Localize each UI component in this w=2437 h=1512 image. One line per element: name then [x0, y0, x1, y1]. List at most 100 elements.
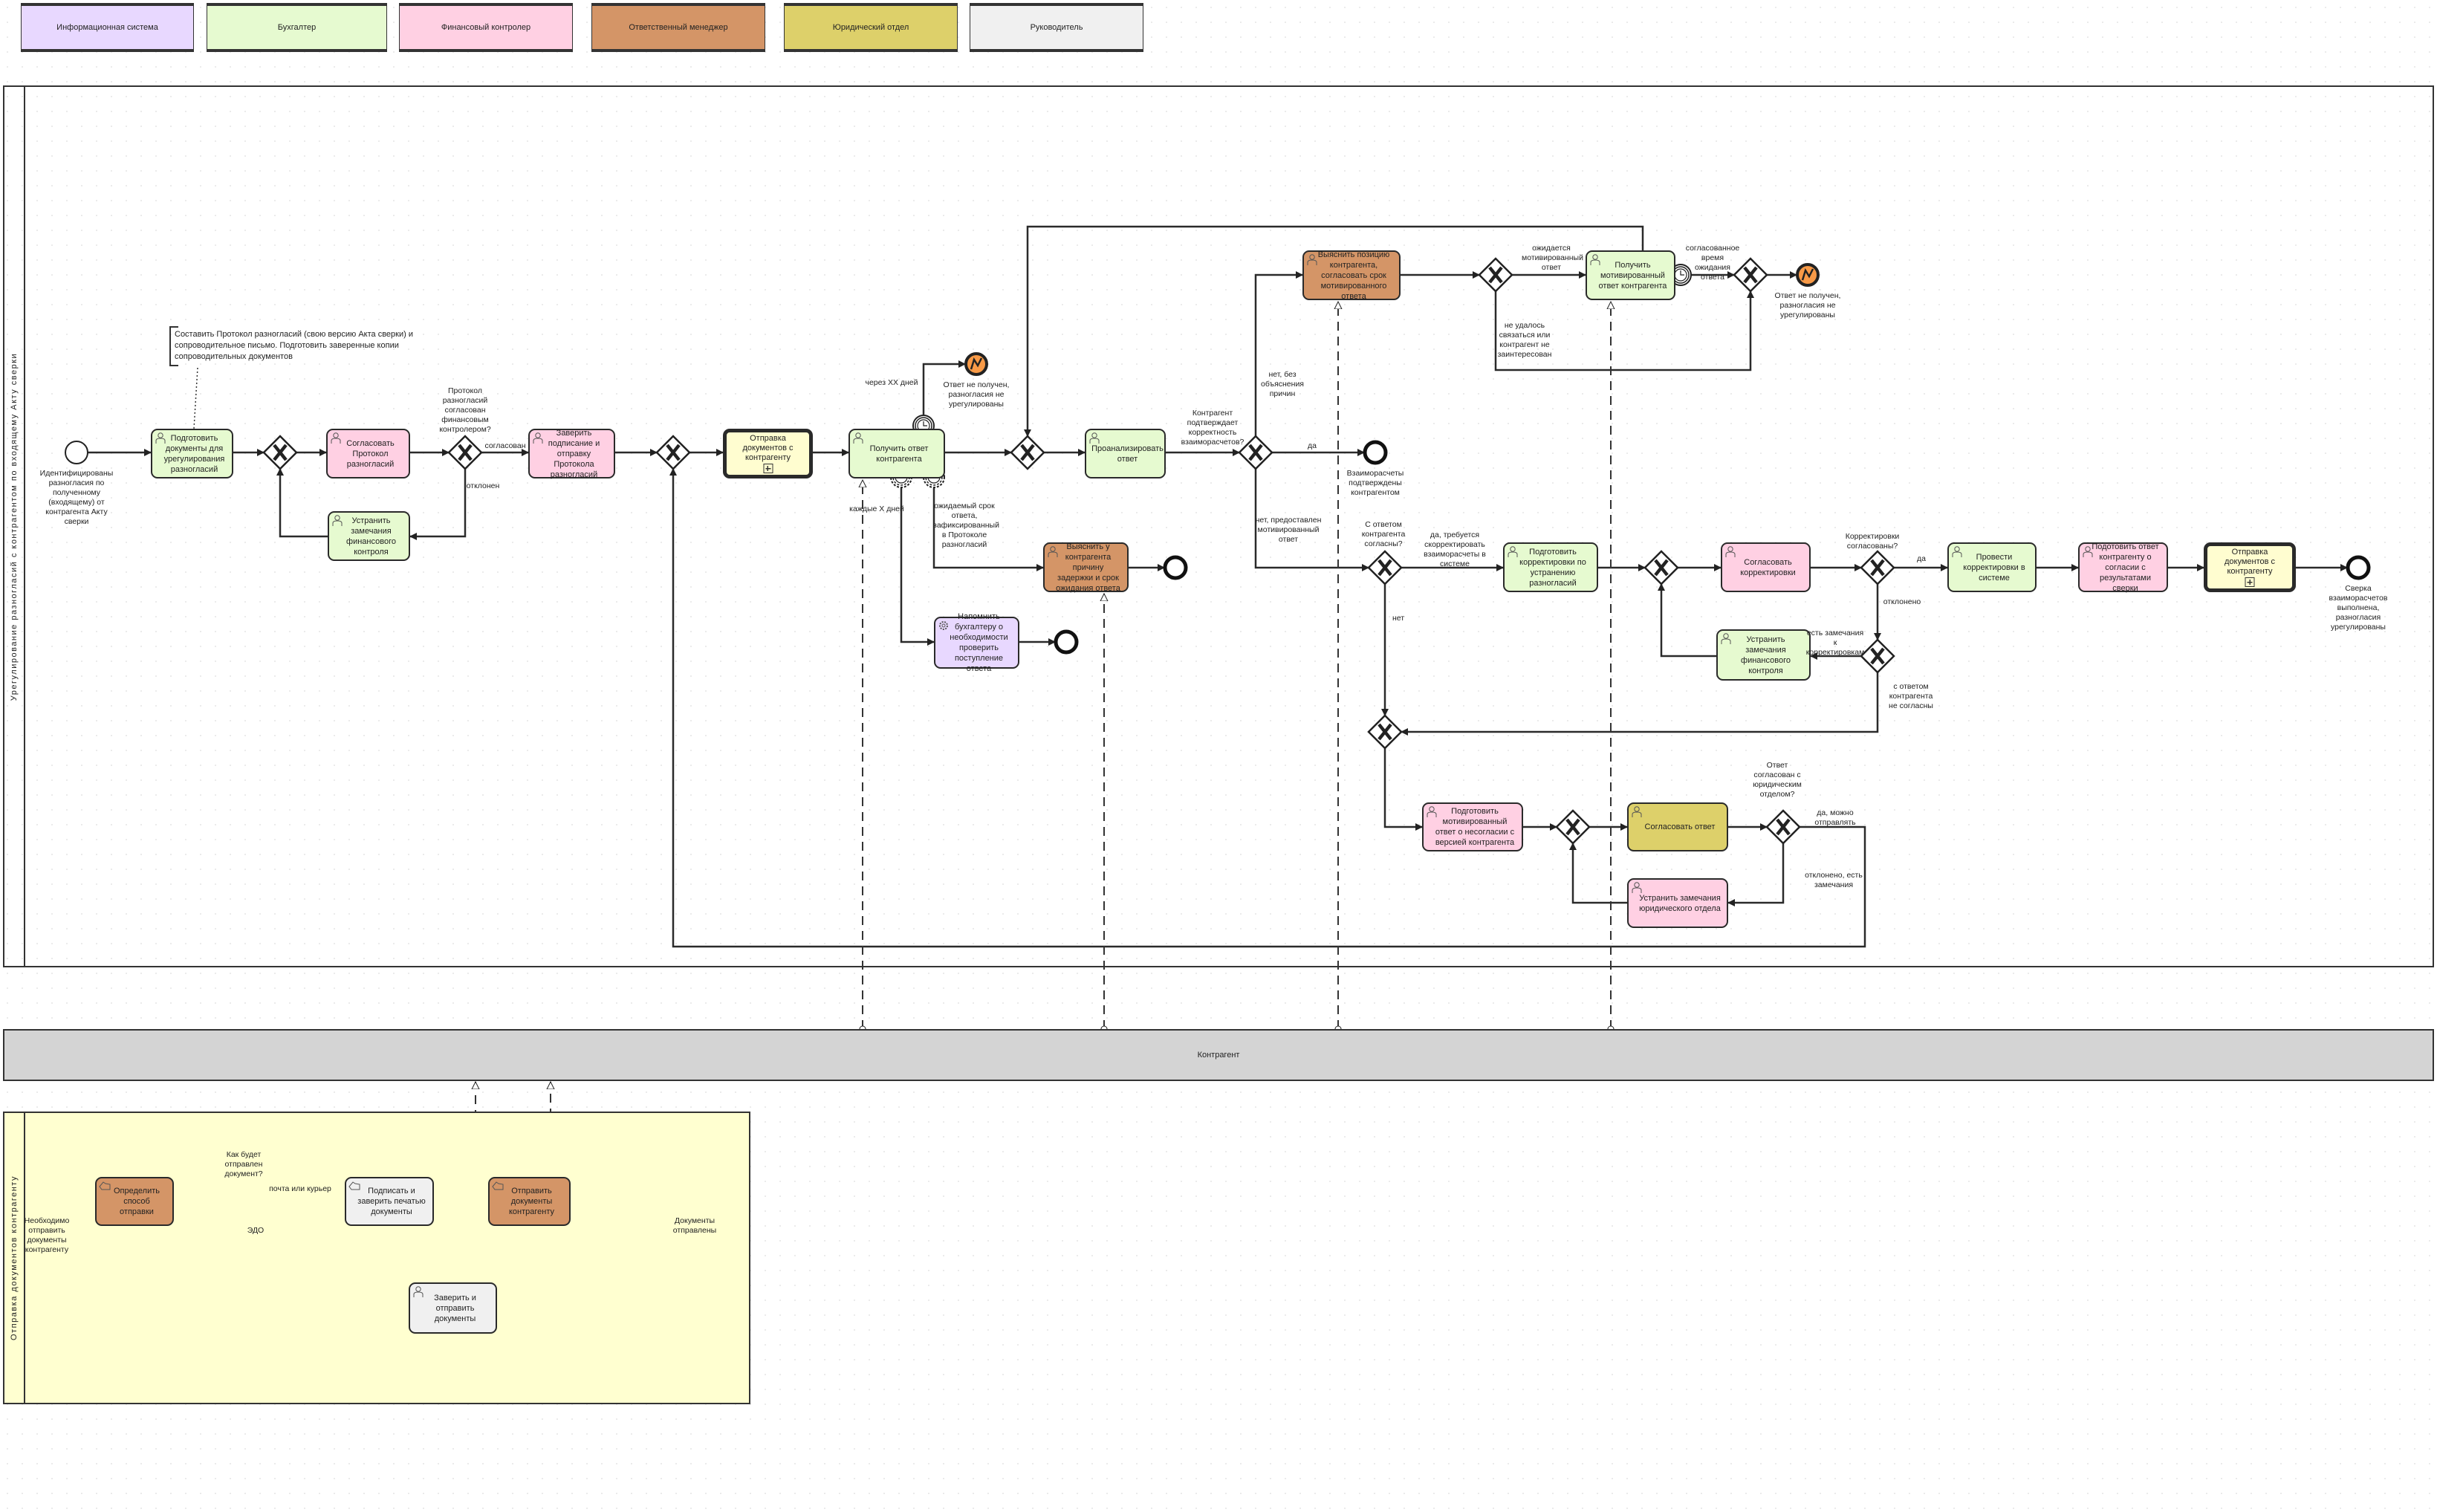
event-label: Идентифицированы разногласия по полученн… [39, 469, 114, 526]
exclusive-gateway[interactable] [1238, 435, 1273, 470]
task[interactable]: Напомнить бухгалтеру о необходимости про… [934, 612, 1019, 673]
flow-label: да [1308, 441, 1317, 450]
user-icon [1427, 806, 1437, 817]
exclusive-gateway[interactable] [1367, 550, 1403, 585]
task[interactable]: Устранить замечания финансового контроля [328, 511, 410, 561]
user-icon [1590, 254, 1600, 265]
end-event[interactable] [1054, 629, 1079, 655]
task-label: Подготовить документы для урегулирования… [163, 433, 225, 474]
exclusive-gateway[interactable] [1860, 638, 1895, 674]
error-event[interactable] [964, 352, 988, 376]
sequence-flow[interactable] [1494, 291, 1754, 371]
task[interactable]: Согласовать ответ [1627, 802, 1728, 851]
hand-icon [99, 1181, 111, 1190]
sequence-flow[interactable] [1254, 469, 1369, 571]
user-icon [413, 1286, 424, 1297]
sequence-flow[interactable] [409, 469, 467, 540]
flow-label: Ответ согласован с юридическим отделом? [1753, 761, 1802, 799]
sequence-flow[interactable] [1658, 583, 1716, 658]
task[interactable]: Получить мотивированный ответ контрагент… [1586, 250, 1675, 300]
end-event[interactable] [2346, 555, 2371, 580]
exclusive-gateway[interactable] [447, 435, 483, 470]
task-label: Заверить и отправить документы [434, 1293, 476, 1323]
task-label: Выяснить позицию контрагента, согласоват… [1317, 250, 1390, 301]
flow-label: отклонено [1883, 597, 1921, 606]
task[interactable]: Выяснить у контрагента причину задержки … [1043, 542, 1129, 593]
pool-main: Урегулирование разногласий с контрагенто… [3, 85, 2434, 967]
flow-label: с ответом контрагента не согласны [1889, 682, 1933, 710]
end-event[interactable] [1163, 555, 1188, 580]
task[interactable]: Согласовать корректировки [1721, 542, 1811, 592]
legend-item: Юридический отдел [784, 3, 958, 52]
sequence-flow[interactable] [932, 488, 1044, 571]
flow-label: Протокол разногласий согласован финансов… [439, 386, 491, 434]
task-label: Заверить подписание и отправку Протокола… [548, 428, 600, 479]
flow-label: согласован [484, 441, 526, 450]
exclusive-gateway[interactable] [1478, 257, 1513, 293]
task-label: Согласовать ответ [1644, 822, 1716, 831]
error-event[interactable] [1796, 263, 1820, 287]
task[interactable]: Отправить документы контрагенту [488, 1177, 571, 1226]
gear-icon [939, 621, 948, 630]
task[interactable]: Выяснить позицию контрагента, согласоват… [1302, 250, 1401, 301]
task-label: Проанализировать ответ [1091, 444, 1164, 464]
exclusive-gateway[interactable] [655, 435, 691, 470]
task[interactable]: Определить способ отправки [95, 1177, 174, 1226]
flow-label: Как будет отправлен документ? [224, 1150, 263, 1178]
sequence-flow[interactable] [1727, 843, 1785, 906]
task[interactable]: Устранить замечания финансового контроля [1716, 629, 1811, 681]
exclusive-gateway[interactable] [1643, 550, 1679, 585]
flow-label: отклонен [466, 481, 500, 490]
task-label: Устранить замечания юридического отдела [1639, 893, 1721, 913]
exclusive-gateway[interactable] [1733, 257, 1768, 293]
exclusive-gateway[interactable] [1860, 550, 1895, 585]
flow-label: Корректировки согласованы? [1845, 532, 1900, 551]
sequence-flow[interactable] [1024, 225, 1644, 437]
expand-icon[interactable] [2245, 577, 2255, 587]
sequence-flow[interactable] [276, 468, 328, 538]
task[interactable]: Подписать и заверить печатью документы [345, 1177, 434, 1226]
exclusive-gateway[interactable] [262, 435, 298, 470]
subprocess[interactable]: Отправка документов с контрагенту [723, 429, 813, 478]
sequence-flow[interactable] [1383, 748, 1423, 831]
task[interactable]: Проанализировать ответ [1085, 429, 1166, 478]
start-event[interactable] [65, 441, 88, 464]
task[interactable]: Заверить подписание и отправку Протокола… [528, 428, 615, 479]
subprocess[interactable]: Отправка документов с контрагенту [2204, 542, 2296, 592]
task[interactable]: Устранить замечания юридического отдела [1627, 878, 1728, 928]
task[interactable]: Подготовить документы для урегулирования… [151, 429, 233, 478]
sequence-flow[interactable] [669, 468, 1866, 948]
legend-label: Бухгалтер [277, 23, 317, 32]
task[interactable]: Провести корректировки в системе [1947, 542, 2037, 592]
sequence-flow[interactable] [1254, 271, 1303, 436]
task-label: Подотовить ответ контрагенту о согласии … [2092, 542, 2159, 593]
task[interactable]: Подготовить корректировки по устранению … [1503, 542, 1598, 592]
exclusive-gateway[interactable] [1010, 435, 1045, 470]
flow-label: отклонено, есть замечания [1805, 871, 1863, 889]
task[interactable]: Подготовить мотивированный ответ о несог… [1422, 802, 1523, 851]
event-label: Ответ не получен, разногласия не урегули… [943, 380, 1010, 409]
flow-label: С ответом контрагента согласны? [1361, 520, 1406, 548]
end-event[interactable] [1363, 440, 1388, 465]
task[interactable]: Согласовать Протокол разногласий [326, 429, 410, 478]
task-label: Получить ответ контрагента [869, 444, 929, 464]
exclusive-gateway[interactable] [1765, 809, 1801, 845]
task[interactable]: Получить ответ контрагента [848, 429, 945, 478]
flow-label: да [1917, 554, 1926, 563]
sequence-flow[interactable] [900, 488, 935, 646]
expand-icon[interactable] [763, 464, 773, 473]
user-icon [1725, 546, 1736, 557]
user-icon [853, 432, 863, 444]
sequence-flow[interactable] [1401, 672, 1879, 736]
flow-label: да, можно отправлять [1814, 808, 1856, 827]
flow-label: Контрагент подтверждает корректность вза… [1181, 409, 1245, 447]
legend-item: Бухгалтер [207, 3, 387, 52]
exclusive-gateway[interactable] [1367, 714, 1403, 750]
sequence-flow[interactable] [922, 360, 966, 415]
task[interactable]: Подотовить ответ контрагенту о согласии … [2078, 542, 2168, 593]
task-label: Провести корректировки в системе [1963, 552, 2025, 583]
user-icon [1089, 432, 1100, 444]
user-icon [1721, 633, 1731, 644]
task[interactable]: Заверить и отправить документы [409, 1282, 497, 1334]
exclusive-gateway[interactable] [1555, 809, 1591, 845]
